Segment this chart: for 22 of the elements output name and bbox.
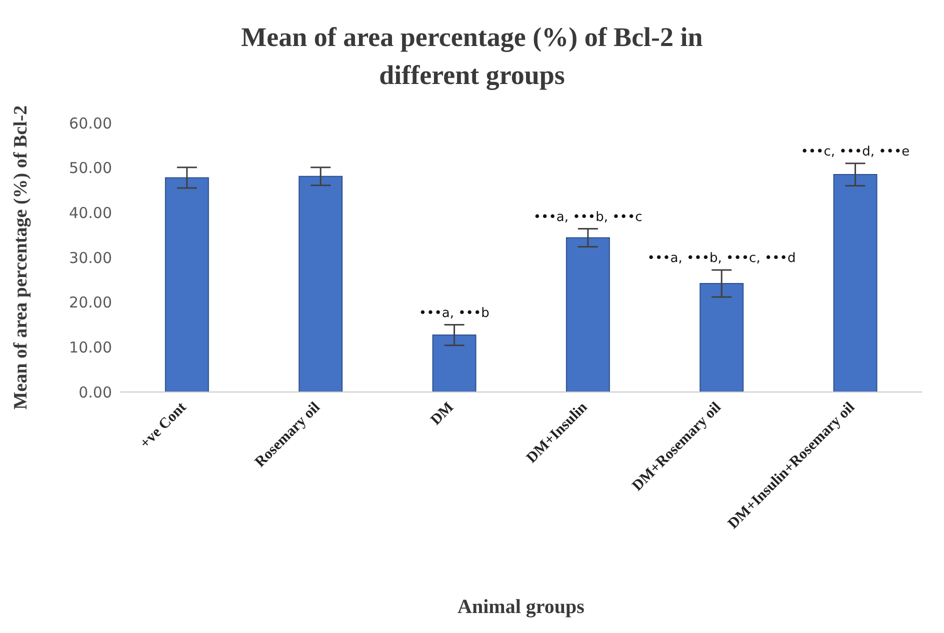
x-axis-title: Animal groups <box>458 596 585 618</box>
y-axis-title: Mean of area percentage (%) of Bcl-2 <box>10 105 32 410</box>
bar <box>164 177 209 392</box>
y-tick-label: 0.00 <box>78 383 112 402</box>
chart-title: Mean of area percentage (%) of Bcl-2 in different groups <box>240 20 704 92</box>
y-tick-label: 30.00 <box>69 248 112 267</box>
y-tick-label: 50.00 <box>69 159 112 178</box>
annotation: •••a, •••b <box>418 306 490 321</box>
y-tick-label: 60.00 <box>69 114 112 132</box>
x-tick-label: +ve Cont <box>137 400 190 452</box>
annotation: •••a, •••b, •••c <box>533 210 642 225</box>
annotation: •••c, •••d, •••e <box>800 144 910 160</box>
x-tick-label: DM <box>428 400 457 429</box>
annotation: •••a, •••b, •••c, •••d <box>647 251 796 266</box>
bar <box>833 174 878 392</box>
bar <box>566 237 610 392</box>
bar <box>432 334 476 392</box>
y-tick-label: 10.00 <box>69 338 112 356</box>
y-tick-label: 20.00 <box>69 294 112 312</box>
y-tick-label: 40.00 <box>69 204 112 222</box>
bar <box>298 176 343 392</box>
bar <box>700 283 744 392</box>
